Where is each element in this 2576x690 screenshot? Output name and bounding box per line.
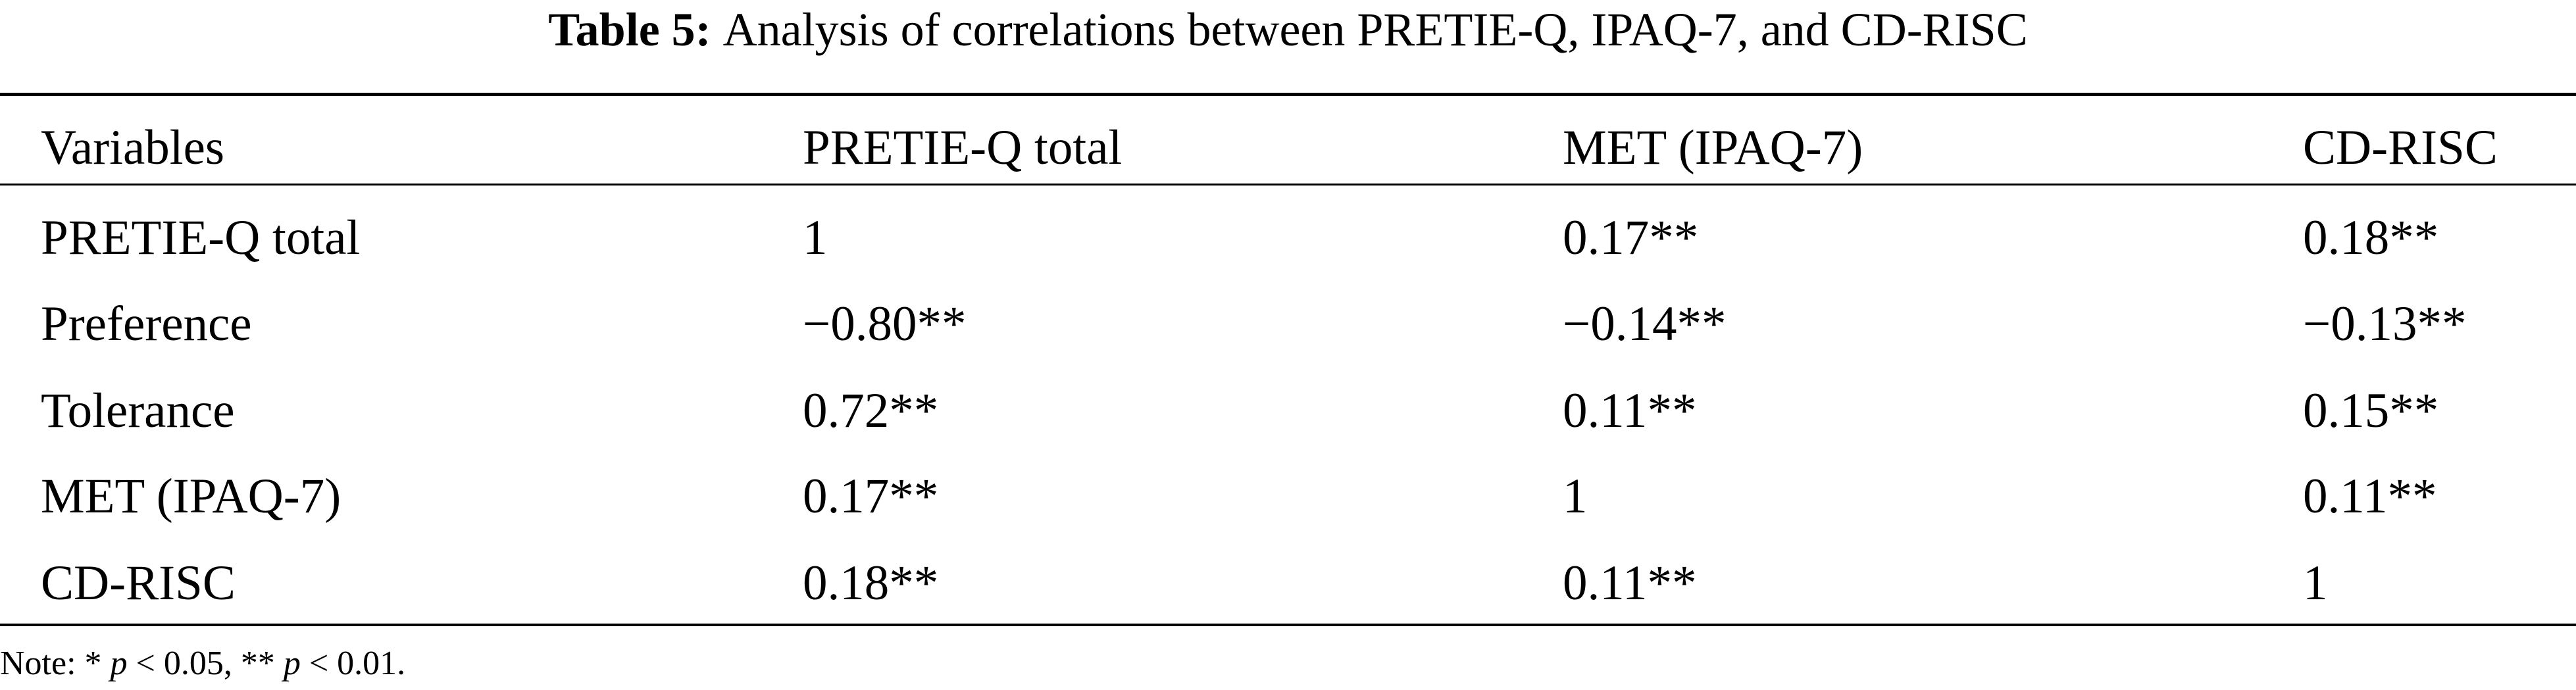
table-cell: 0.11**	[1563, 556, 1697, 610]
row-label: Preference	[41, 297, 252, 351]
header-cell: MET (IPAQ-7)	[1563, 120, 1863, 175]
row-label: MET (IPAQ-7)	[41, 469, 341, 524]
table-cell: 0.17**	[803, 469, 939, 524]
note-text: Note: *	[0, 645, 111, 682]
top-rule	[0, 93, 2576, 96]
table-cell: −0.13**	[2303, 297, 2467, 351]
table-cell: 0.11**	[2303, 469, 2437, 524]
table-cell: 0.11**	[1563, 383, 1697, 438]
table-cell: −0.80**	[803, 297, 967, 351]
table-cell: 1	[2303, 556, 2328, 610]
table-cell: −0.14**	[1563, 297, 1727, 351]
table-title: Table 5: Analysis of correlations between…	[0, 0, 2576, 59]
header-cell: PRETIE-Q total	[803, 120, 1123, 175]
table-cell: 0.18**	[2303, 210, 2439, 265]
table-cell: 0.15**	[2303, 383, 2439, 438]
table-cell: 0.72**	[803, 383, 939, 438]
table-note: Note: * p < 0.05, ** p < 0.01.	[0, 643, 405, 684]
table-cell: 1	[803, 210, 828, 265]
header-rule	[0, 184, 2576, 185]
table-cell: 1	[1563, 469, 1588, 524]
table-cell: 0.18**	[803, 556, 939, 610]
row-label: Tolerance	[41, 383, 235, 438]
note-text: < 0.05, **	[127, 645, 284, 682]
note-text: p	[283, 645, 301, 682]
bottom-rule	[0, 624, 2576, 626]
table-cell: 0.17**	[1563, 210, 1699, 265]
header-cell: Variables	[41, 120, 225, 175]
header-cell: CD-RISC	[2303, 120, 2498, 175]
table-caption: Analysis of correlations between PRETIE-…	[722, 3, 2028, 56]
note-text: < 0.01.	[300, 645, 406, 682]
table-label: Table 5:	[548, 3, 711, 56]
row-label: PRETIE-Q total	[41, 210, 361, 265]
row-label: CD-RISC	[41, 556, 236, 610]
note-text: p	[110, 645, 128, 682]
